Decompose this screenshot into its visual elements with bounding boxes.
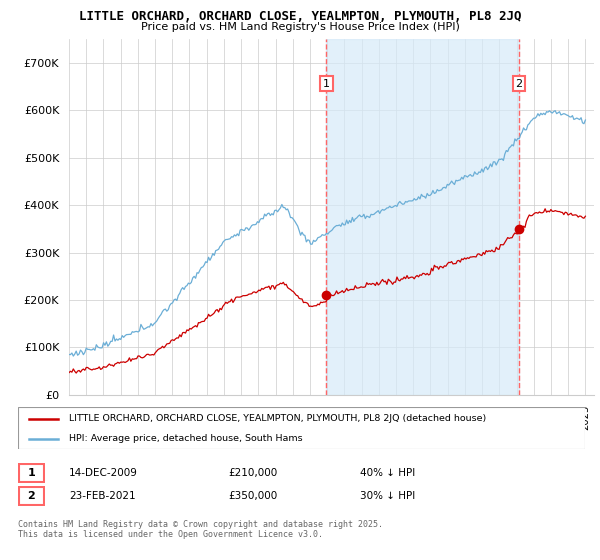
Text: £210,000: £210,000 bbox=[228, 468, 277, 478]
Text: Contains HM Land Registry data © Crown copyright and database right 2025.
This d: Contains HM Land Registry data © Crown c… bbox=[18, 520, 383, 539]
Text: £350,000: £350,000 bbox=[228, 491, 277, 501]
Text: Price paid vs. HM Land Registry's House Price Index (HPI): Price paid vs. HM Land Registry's House … bbox=[140, 22, 460, 32]
Text: 23-FEB-2021: 23-FEB-2021 bbox=[69, 491, 136, 501]
Text: 2: 2 bbox=[28, 491, 35, 501]
Text: 30% ↓ HPI: 30% ↓ HPI bbox=[360, 491, 415, 501]
Text: HPI: Average price, detached house, South Hams: HPI: Average price, detached house, Sout… bbox=[69, 434, 302, 443]
Text: 1: 1 bbox=[28, 468, 35, 478]
Text: 40% ↓ HPI: 40% ↓ HPI bbox=[360, 468, 415, 478]
Text: LITTLE ORCHARD, ORCHARD CLOSE, YEALMPTON, PLYMOUTH, PL8 2JQ: LITTLE ORCHARD, ORCHARD CLOSE, YEALMPTON… bbox=[79, 10, 521, 23]
Text: LITTLE ORCHARD, ORCHARD CLOSE, YEALMPTON, PLYMOUTH, PL8 2JQ (detached house): LITTLE ORCHARD, ORCHARD CLOSE, YEALMPTON… bbox=[69, 414, 486, 423]
Text: 1: 1 bbox=[323, 78, 330, 88]
Text: 2: 2 bbox=[515, 78, 523, 88]
Bar bbox=[326, 39, 519, 395]
Text: 14-DEC-2009: 14-DEC-2009 bbox=[69, 468, 138, 478]
